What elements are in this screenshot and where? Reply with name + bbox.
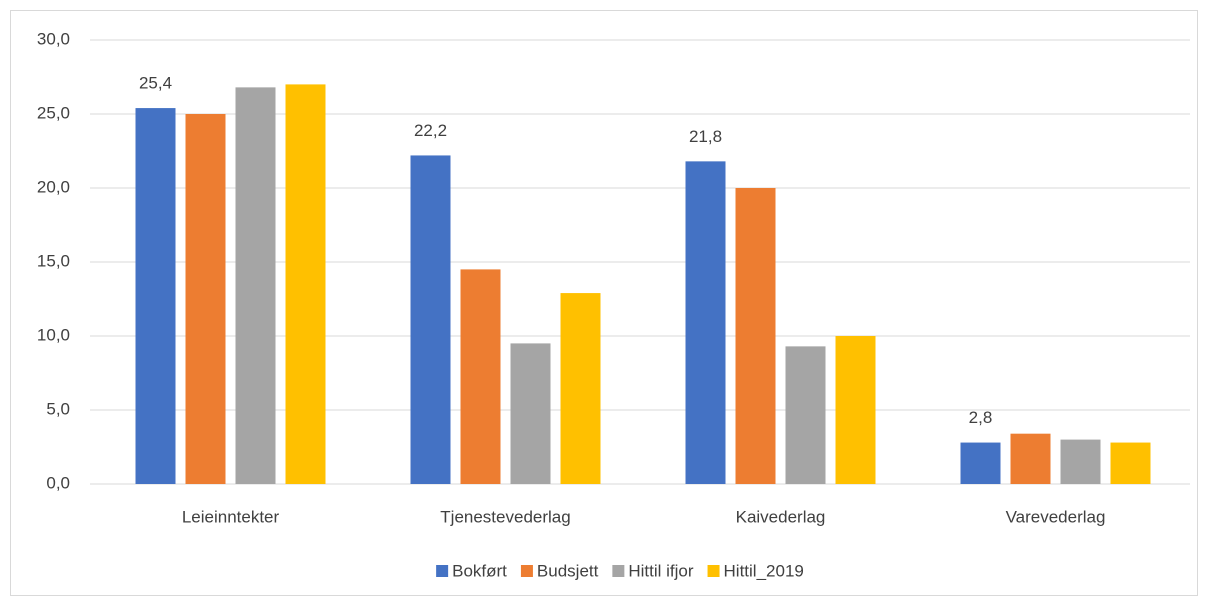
x-tick-label: Leieinntekter [182, 507, 280, 526]
bar [835, 336, 876, 484]
legend-label: Hittil ifjor [628, 561, 694, 580]
y-tick-label: 25,0 [37, 103, 70, 122]
bar [135, 108, 176, 484]
bar [285, 84, 326, 485]
x-tick-label: Varevederlag [1006, 507, 1106, 526]
data-label: 21,8 [689, 127, 722, 146]
y-tick-label: 20,0 [37, 177, 70, 196]
bar [410, 155, 451, 484]
legend-swatch [707, 565, 720, 577]
bar [510, 343, 551, 484]
y-tick-label: 0,0 [46, 473, 70, 492]
y-tick-label: 5,0 [46, 399, 70, 418]
data-label: 25,4 [139, 74, 172, 93]
bar [1010, 433, 1051, 484]
legend-label: Budsjett [537, 561, 599, 580]
bar [960, 442, 1001, 484]
bar [1060, 439, 1101, 484]
y-tick-label: 15,0 [37, 251, 70, 270]
legend-label: Bokført [452, 561, 507, 580]
x-tick-label: Kaivederlag [736, 507, 826, 526]
legend-swatch [612, 565, 625, 577]
legend-swatch [520, 565, 533, 577]
bar [685, 161, 726, 485]
y-tick-label: 30,0 [37, 29, 70, 48]
bar [785, 346, 826, 484]
bar [560, 293, 601, 484]
bar [460, 269, 501, 484]
bar [735, 188, 776, 484]
bar [185, 114, 226, 484]
data-label: 22,2 [414, 121, 447, 140]
legend-swatch [436, 565, 449, 577]
legend-label: Hittil_2019 [724, 561, 804, 580]
legend: Bokført Budsjett Hittil ifjor Hittil_2019 [436, 561, 804, 580]
bar [1110, 442, 1151, 484]
bar [235, 87, 276, 485]
data-label: 2,8 [969, 408, 993, 427]
y-tick-label: 10,0 [37, 325, 70, 344]
x-tick-label: Tjenestevederlag [440, 507, 570, 526]
